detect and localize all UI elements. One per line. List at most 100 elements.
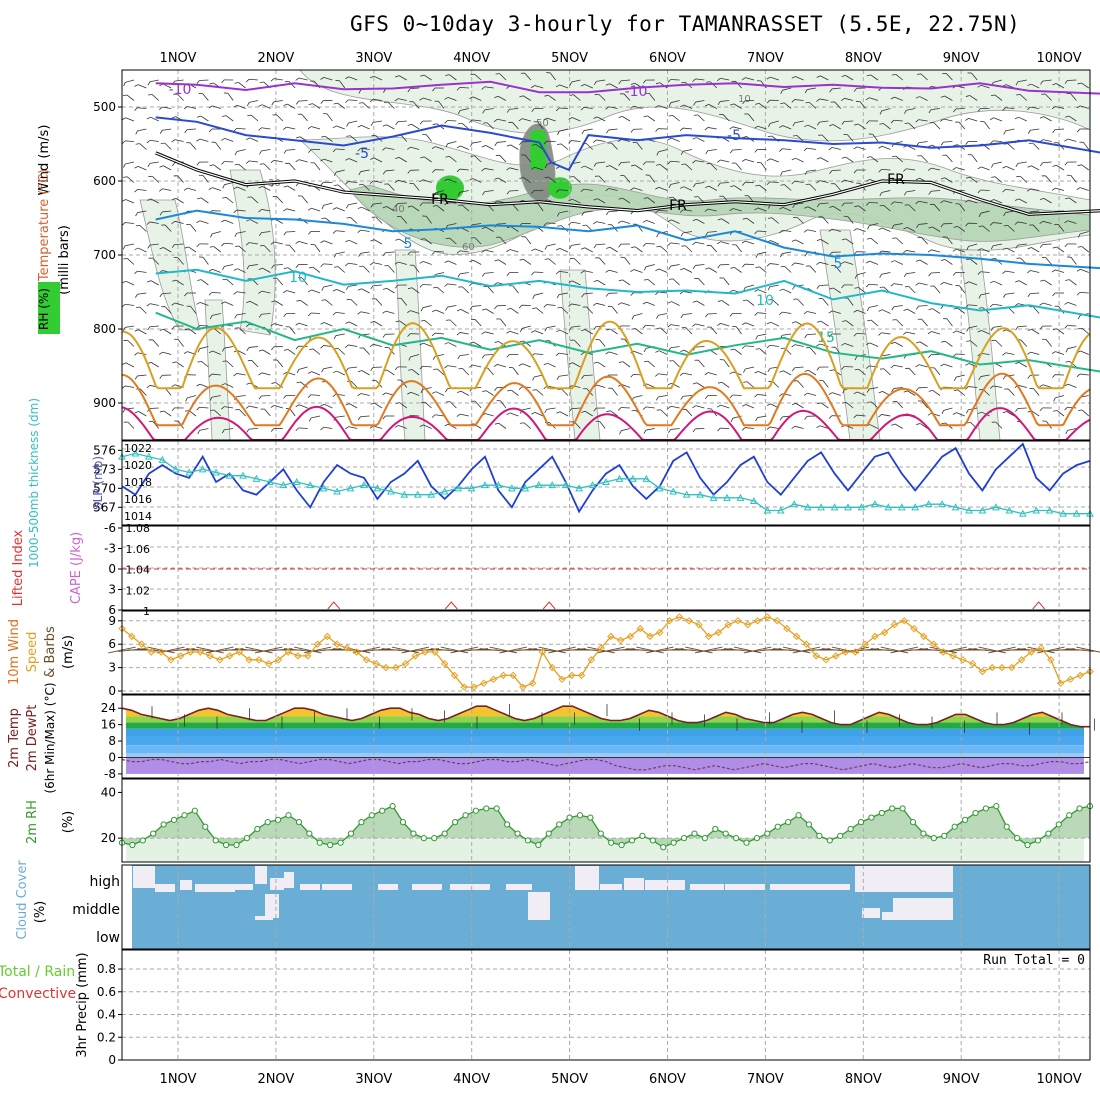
wind-barb (360, 311, 370, 314)
wind-barb (224, 383, 234, 388)
wind-barb (994, 94, 1003, 101)
wind-barb (323, 263, 333, 265)
wind-barb-flag (1052, 328, 1057, 331)
wind-barb-flag (729, 289, 734, 293)
wind-barb-flag (197, 430, 200, 435)
temperature-axis-label: Temperature (°C) (37, 169, 52, 282)
wind-barb-flag (1076, 187, 1081, 190)
wind-barb-flag (1015, 361, 1020, 365)
cloud-clear-region (378, 884, 398, 890)
wind-barb-flag (656, 151, 659, 156)
wind-barb (213, 327, 222, 335)
wind-barb (225, 115, 234, 122)
wind-barb (411, 287, 420, 294)
wind-barb-flag (940, 282, 945, 285)
wind-barb-flag (952, 412, 957, 415)
wind-barb-flag (296, 369, 300, 374)
wind-barb-flag (618, 279, 623, 282)
thickness-marker (924, 500, 933, 508)
wind-barb (311, 415, 321, 419)
wind-barb-flag (1015, 244, 1019, 249)
wind-barb (509, 108, 519, 110)
rh-marker (420, 835, 427, 842)
wind-barb (1067, 428, 1077, 431)
wind-barb-flag (519, 95, 524, 98)
wind-barb (459, 413, 469, 417)
wind-barb-flag (555, 84, 560, 88)
wind-barb-flag (543, 304, 547, 308)
wind-barb-flag (159, 351, 163, 355)
wind-barb-flag (520, 328, 523, 333)
wind-barb (1068, 279, 1077, 286)
wind-barb (584, 83, 593, 89)
wind-barb-flag (965, 281, 969, 285)
wind-barb-flag (234, 82, 239, 84)
wind-barb-flag (1027, 375, 1031, 379)
wind-barb-flag (358, 253, 362, 257)
x-tick-label-top: 5NOV (551, 51, 588, 66)
wind-barb-flag (630, 269, 635, 272)
wind-barb (449, 401, 457, 409)
wind-barb (831, 87, 841, 90)
wind-barb (1032, 224, 1040, 232)
wind-barb (870, 319, 879, 327)
wind-barb-flag (953, 108, 957, 113)
wind-barb-flag (159, 211, 163, 216)
thickness-marker (911, 503, 920, 511)
wind-barb-flag (246, 219, 251, 222)
wind-barb (933, 285, 941, 294)
wind-barb (1042, 139, 1052, 142)
wind-barb (273, 100, 283, 103)
wind-barb-flag (369, 425, 374, 429)
wind-barb (1032, 142, 1040, 150)
wind-barb (126, 176, 135, 183)
cloud-clear-region (855, 866, 953, 892)
wind-barb-flag (431, 332, 436, 337)
wind-barb-flag (915, 387, 919, 392)
wind-barb (249, 300, 259, 306)
wind-barb (822, 216, 829, 224)
wind-barb (391, 646, 420, 654)
wind-barb (609, 165, 618, 171)
wind-barb (1056, 164, 1065, 171)
wind-barb-flag (643, 429, 647, 434)
wind-barb (335, 230, 345, 232)
wind-barb-flag (308, 103, 313, 106)
wind-speed-marker (509, 671, 517, 680)
wind-barb-flag (234, 314, 238, 319)
wind-barb (968, 304, 978, 306)
thickness-marker (198, 465, 207, 473)
wind-barb (137, 210, 147, 213)
wind-barb-flag (903, 191, 907, 196)
wind-barb (1070, 256, 1077, 265)
wind-barb (1027, 646, 1055, 654)
wind-speed-marker (323, 632, 332, 641)
wind-barb-flag (557, 143, 562, 145)
wind-barb-flag (134, 165, 139, 169)
wind-barb (622, 197, 631, 204)
wind-barb (498, 259, 507, 265)
wind-barb (163, 247, 172, 253)
wind-barb-flag (445, 155, 450, 158)
wind-barb (335, 169, 345, 173)
wind-barb-flag (146, 221, 151, 225)
wind-barb-flag (432, 205, 437, 207)
wind-barb (373, 157, 383, 163)
wind-barb-flag (394, 261, 399, 265)
wind-barb-flag (940, 141, 944, 146)
thickness-marker (387, 487, 395, 495)
wind-barb (658, 350, 668, 355)
wind-barb-flag (730, 348, 735, 351)
wind-barb (397, 179, 407, 183)
wind-barb (472, 305, 482, 307)
wind-barb (720, 159, 730, 163)
wind-barb-flag (333, 184, 338, 186)
wind-barb (548, 94, 556, 101)
isotherm-label: -5 (727, 128, 741, 144)
wind-barb-flag (481, 308, 487, 311)
wind-barb-flag (989, 140, 994, 145)
wind-speed-marker (656, 628, 664, 637)
wind-barb-flag (159, 165, 164, 168)
wind-barb-flag (966, 327, 969, 332)
wind-barb (149, 161, 159, 164)
